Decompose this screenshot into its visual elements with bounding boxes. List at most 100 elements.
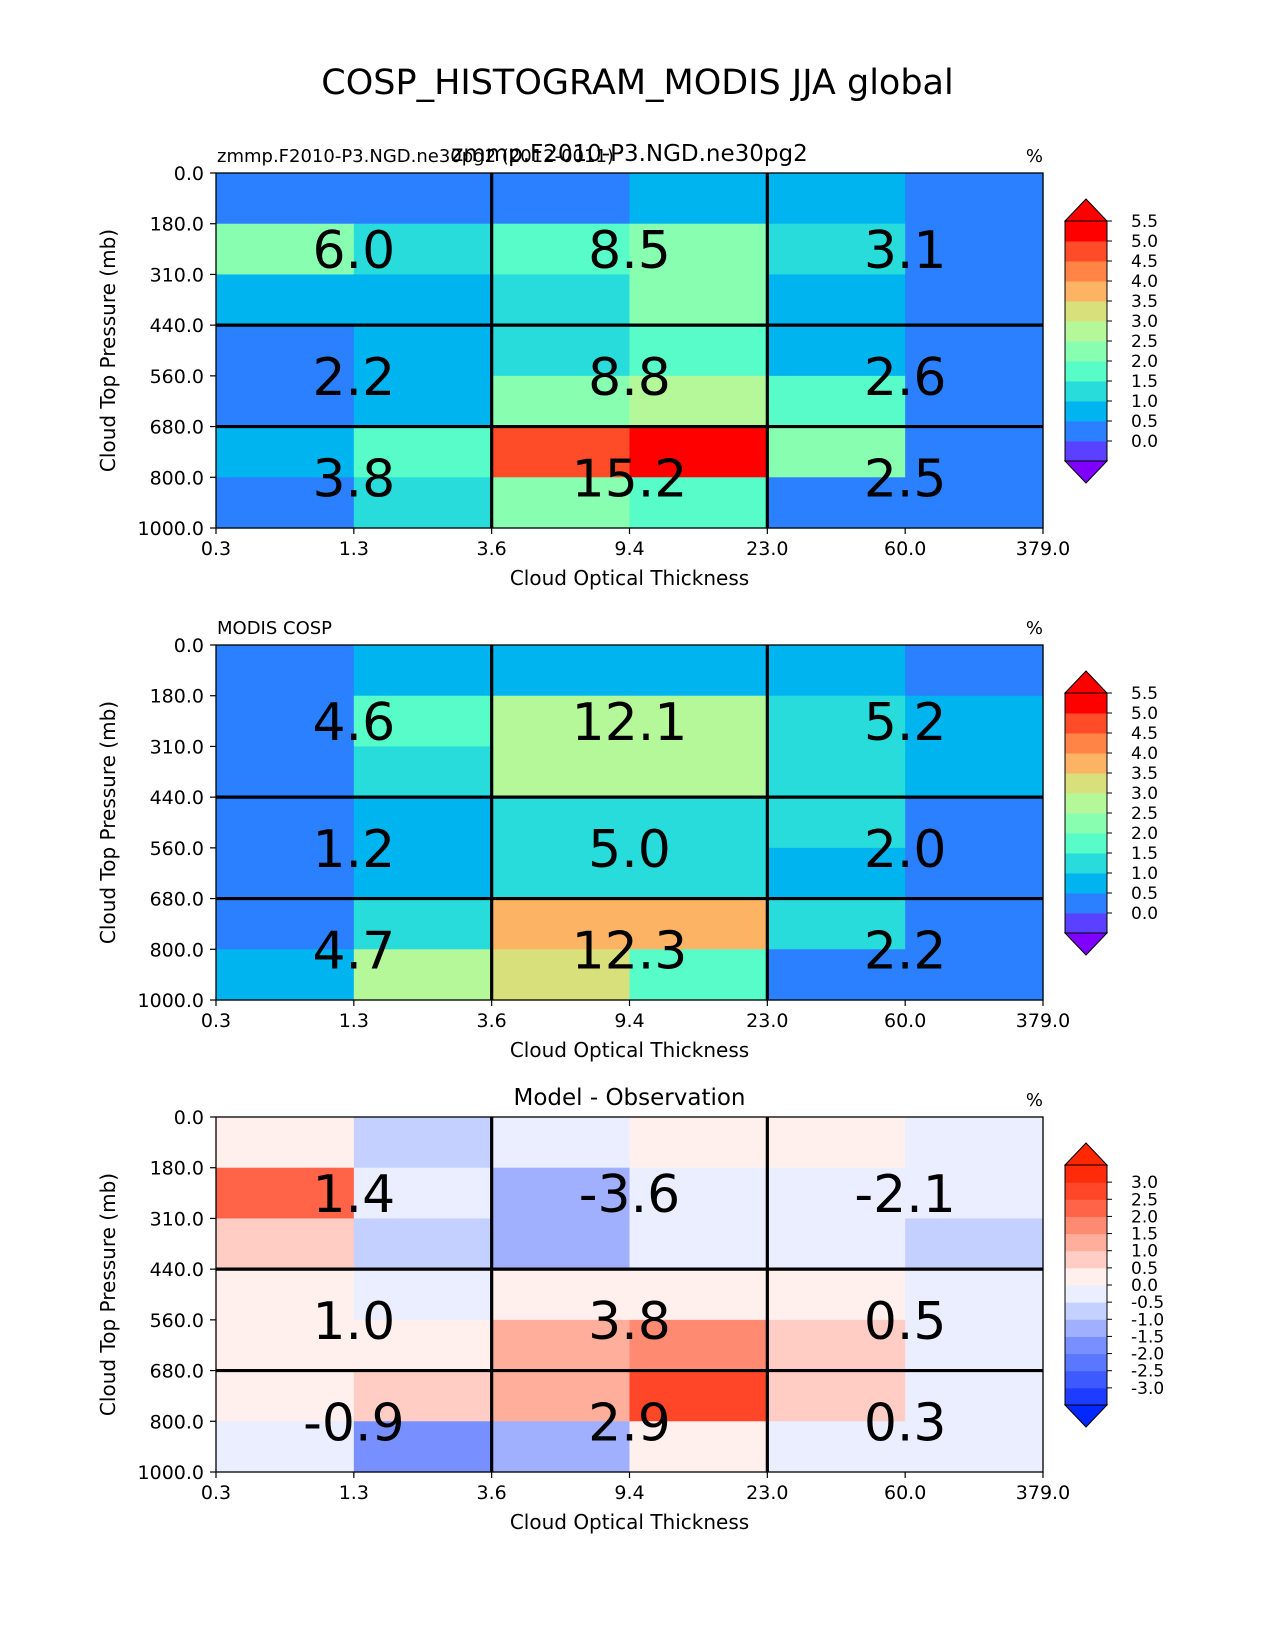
heatmap-cell xyxy=(905,1269,1044,1321)
heatmap-cell xyxy=(353,1167,493,1220)
heatmap-cell xyxy=(629,1269,768,1321)
x-tick-label: 1.3 xyxy=(339,1482,369,1504)
heatmap-cell xyxy=(767,223,906,276)
colorbar-tick-label: 2.0 xyxy=(1131,352,1158,372)
heatmap-cell xyxy=(491,1117,631,1169)
colorbar-tick-label: 4.5 xyxy=(1131,724,1158,744)
heatmap-cell xyxy=(216,375,355,428)
block-sum-label: 3.8 xyxy=(312,449,395,509)
x-tick-label: 9.4 xyxy=(614,538,644,560)
heatmap-cell xyxy=(491,1319,631,1372)
heatmap-cell xyxy=(629,223,768,276)
heatmap-cell xyxy=(629,1167,768,1220)
heatmap-cell xyxy=(216,477,355,529)
colorbar-segment xyxy=(1065,833,1107,854)
units-label: % xyxy=(1026,618,1043,639)
heatmap-cell xyxy=(767,898,906,950)
heatmap-cell xyxy=(353,645,493,697)
block-sum-label: 2.6 xyxy=(864,348,947,408)
colorbar-tick-label: -1.5 xyxy=(1131,1327,1164,1347)
y-tick-label: 800.0 xyxy=(150,467,204,489)
y-tick-label: 0.0 xyxy=(174,163,204,185)
heatmap-cell xyxy=(353,949,493,1001)
heatmap-cell xyxy=(767,173,906,225)
colorbar: 0.00.51.01.52.02.53.03.54.04.55.05.5 xyxy=(1063,670,1158,956)
heatmap-cell xyxy=(767,325,906,377)
block-sum-label: 8.8 xyxy=(588,348,671,408)
heatmap-cell xyxy=(491,949,631,1001)
heatmap-cell xyxy=(491,797,631,849)
heatmap-cell xyxy=(353,325,493,377)
block-sum-label: 2.0 xyxy=(864,820,947,880)
colorbar-segment xyxy=(1065,361,1107,382)
heatmap-cell xyxy=(767,695,906,748)
colorbar-tick-label: 2.5 xyxy=(1131,804,1158,824)
colorbar-tick-label: 1.5 xyxy=(1131,844,1158,864)
heatmap-cell xyxy=(905,223,1044,276)
heatmap-cell xyxy=(767,426,906,478)
heatmap-cell xyxy=(491,477,631,529)
colorbar: -3.0-2.5-2.0-1.5-1.0-0.50.00.51.01.52.02… xyxy=(1063,1142,1164,1428)
heatmap-cell xyxy=(216,1269,355,1321)
heatmap-cell xyxy=(905,426,1044,478)
heatmap-cell xyxy=(767,375,906,428)
colorbar-tick-label: 2.0 xyxy=(1131,1207,1158,1227)
heatmap-cell xyxy=(905,1319,1044,1372)
y-axis-label: Cloud Top Pressure (mb) xyxy=(96,1173,120,1416)
y-tick-label: 310.0 xyxy=(150,1208,204,1230)
heatmap-cell xyxy=(905,1370,1044,1422)
colorbar-segment xyxy=(1065,1216,1107,1235)
x-tick-label: 9.4 xyxy=(614,1010,644,1032)
heatmap-cell xyxy=(491,274,631,326)
heatmap-cell xyxy=(905,797,1044,849)
heatmap-cell xyxy=(767,797,906,849)
colorbar-tick-label: 1.0 xyxy=(1131,392,1158,412)
y-tick-label: 680.0 xyxy=(150,1361,204,1383)
colorbar-segment xyxy=(1065,913,1107,934)
colorbar-segment xyxy=(1065,381,1107,402)
heatmap-cell xyxy=(905,1218,1044,1270)
heatmap-cell xyxy=(491,1269,631,1321)
y-tick-label: 680.0 xyxy=(150,889,204,911)
x-tick-label: 3.6 xyxy=(477,1482,507,1504)
heatmap-cell xyxy=(629,426,768,478)
heatmap-cell xyxy=(353,746,493,798)
heatmap-cell xyxy=(491,746,631,798)
block-sum-label: 2.2 xyxy=(864,921,947,981)
y-tick-label: 1000.0 xyxy=(138,1462,204,1484)
y-tick-label: 800.0 xyxy=(150,1411,204,1433)
colorbar-tick-label: 0.5 xyxy=(1131,884,1158,904)
heatmap-cell xyxy=(353,426,493,478)
heatmap-cell xyxy=(767,949,906,1001)
colorbar-tick-label: 3.0 xyxy=(1131,784,1158,804)
heatmap-cell xyxy=(353,847,493,900)
heatmap-cell xyxy=(905,1167,1044,1220)
heatmap-cell xyxy=(767,847,906,900)
heatmap-cell xyxy=(353,797,493,849)
heatmap-cell xyxy=(216,426,355,478)
colorbar-segment xyxy=(1065,1285,1107,1303)
block-sum-label: 2.5 xyxy=(864,449,947,509)
y-tick-label: 0.0 xyxy=(174,1107,204,1129)
heatmap-cell xyxy=(905,949,1044,1001)
colorbar-segment xyxy=(1065,441,1107,462)
heatmap-cell xyxy=(353,1319,493,1372)
heatmap-cell xyxy=(353,173,493,225)
colorbar-segment xyxy=(1065,853,1107,874)
colorbar-under-extension xyxy=(1063,1404,1109,1428)
colorbar-segment xyxy=(1065,1250,1107,1269)
y-tick-label: 440.0 xyxy=(150,315,204,337)
colorbar-segment xyxy=(1065,321,1107,342)
block-sum-label: 2.9 xyxy=(588,1393,671,1453)
heatmap-cell xyxy=(629,847,768,900)
colorbar-segment xyxy=(1065,301,1107,322)
heatmap-cell xyxy=(767,274,906,326)
heatmap-cell xyxy=(905,746,1044,798)
x-tick-label: 23.0 xyxy=(746,538,788,560)
colorbar-segment xyxy=(1065,1387,1107,1406)
heatmap-cell xyxy=(905,695,1044,748)
colorbar-over-extension xyxy=(1063,1142,1109,1166)
y-tick-label: 180.0 xyxy=(150,686,204,708)
panel-test: 0.3 1.3 3.6 9.4 23.0 60.0 379.0 0.0 180.0 310.0 44… xyxy=(96,141,1158,590)
colorbar-tick-label: 1.5 xyxy=(1131,1225,1158,1245)
